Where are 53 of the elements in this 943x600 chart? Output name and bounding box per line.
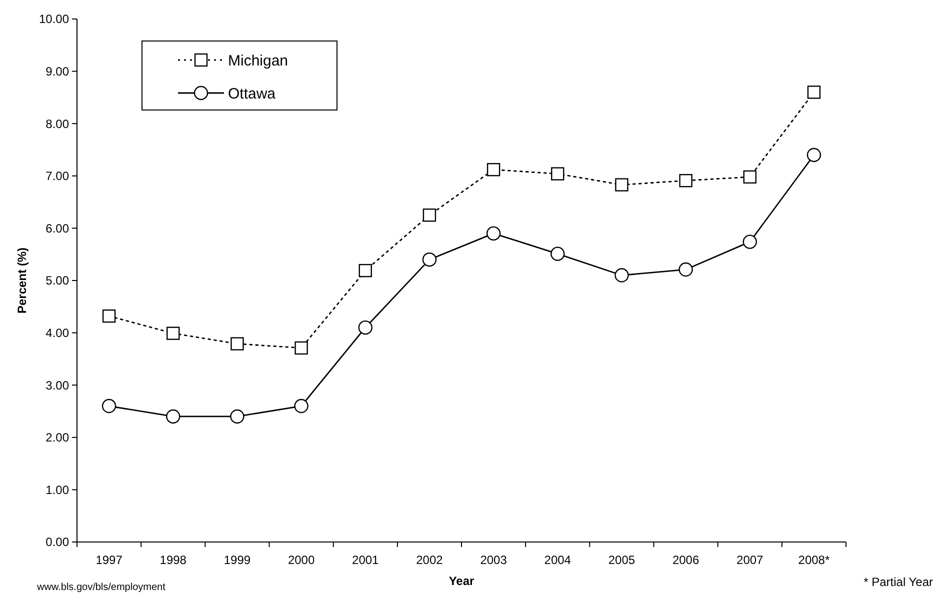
point (230, 409, 244, 424)
point (678, 262, 693, 277)
y-tick-label: 5.00 (46, 274, 70, 288)
x-axis-title: Year (448, 574, 475, 588)
point (551, 167, 564, 180)
y-tick-label: 4.00 (46, 326, 70, 340)
point (102, 398, 116, 414)
x-tick-label: 2007 (736, 553, 764, 567)
point (806, 148, 822, 162)
y-tick-label: 8.00 (46, 116, 70, 131)
point (614, 268, 629, 282)
y-tick-label: 7.00 (46, 169, 70, 184)
point (486, 163, 500, 176)
point (422, 252, 437, 267)
point (358, 320, 372, 335)
x-tick-label: 2005 (608, 553, 636, 567)
point (166, 326, 180, 340)
x-tick-label: 1997 (96, 553, 123, 567)
x-tick-label: 2006 (672, 553, 700, 567)
point (807, 86, 821, 99)
legend-label: Michigan (228, 52, 288, 70)
y-tick-label: 10.00 (38, 12, 70, 26)
point (102, 309, 116, 323)
point (550, 246, 565, 261)
y-tick-label: 6.00 (46, 221, 70, 236)
legend-label: Ottawa (228, 85, 276, 102)
point (486, 226, 501, 241)
x-tick-label: 1998 (160, 553, 187, 567)
x-tick-label: 2001 (352, 553, 380, 567)
text: www.bls.gov/bls/employment (36, 582, 166, 593)
x-tick-label: 1999 (224, 553, 251, 567)
x-tick-label: 2008* (798, 553, 830, 567)
point (230, 337, 244, 350)
point (166, 409, 180, 424)
point (679, 174, 692, 188)
text: * Partial Year (864, 575, 933, 589)
point (742, 234, 757, 249)
x-tick-label: 2000 (288, 553, 315, 567)
point (743, 170, 756, 184)
point (294, 341, 308, 355)
point (615, 178, 628, 192)
x-tick-label: 2002 (416, 553, 444, 567)
y-axis-title: Percent (%) (15, 247, 29, 314)
y-tick-label: 0.00 (46, 535, 70, 550)
y-tick-label: 2.00 (46, 430, 70, 445)
point (422, 208, 436, 222)
point (294, 398, 308, 414)
y-tick-label: 1.00 (46, 482, 70, 497)
x-tick-label: 2003 (480, 553, 508, 567)
x-tick-label: 2004 (544, 553, 572, 567)
point (358, 264, 372, 278)
y-tick-label: 3.00 (46, 378, 70, 392)
y-tick-label: 9.00 (46, 64, 70, 78)
